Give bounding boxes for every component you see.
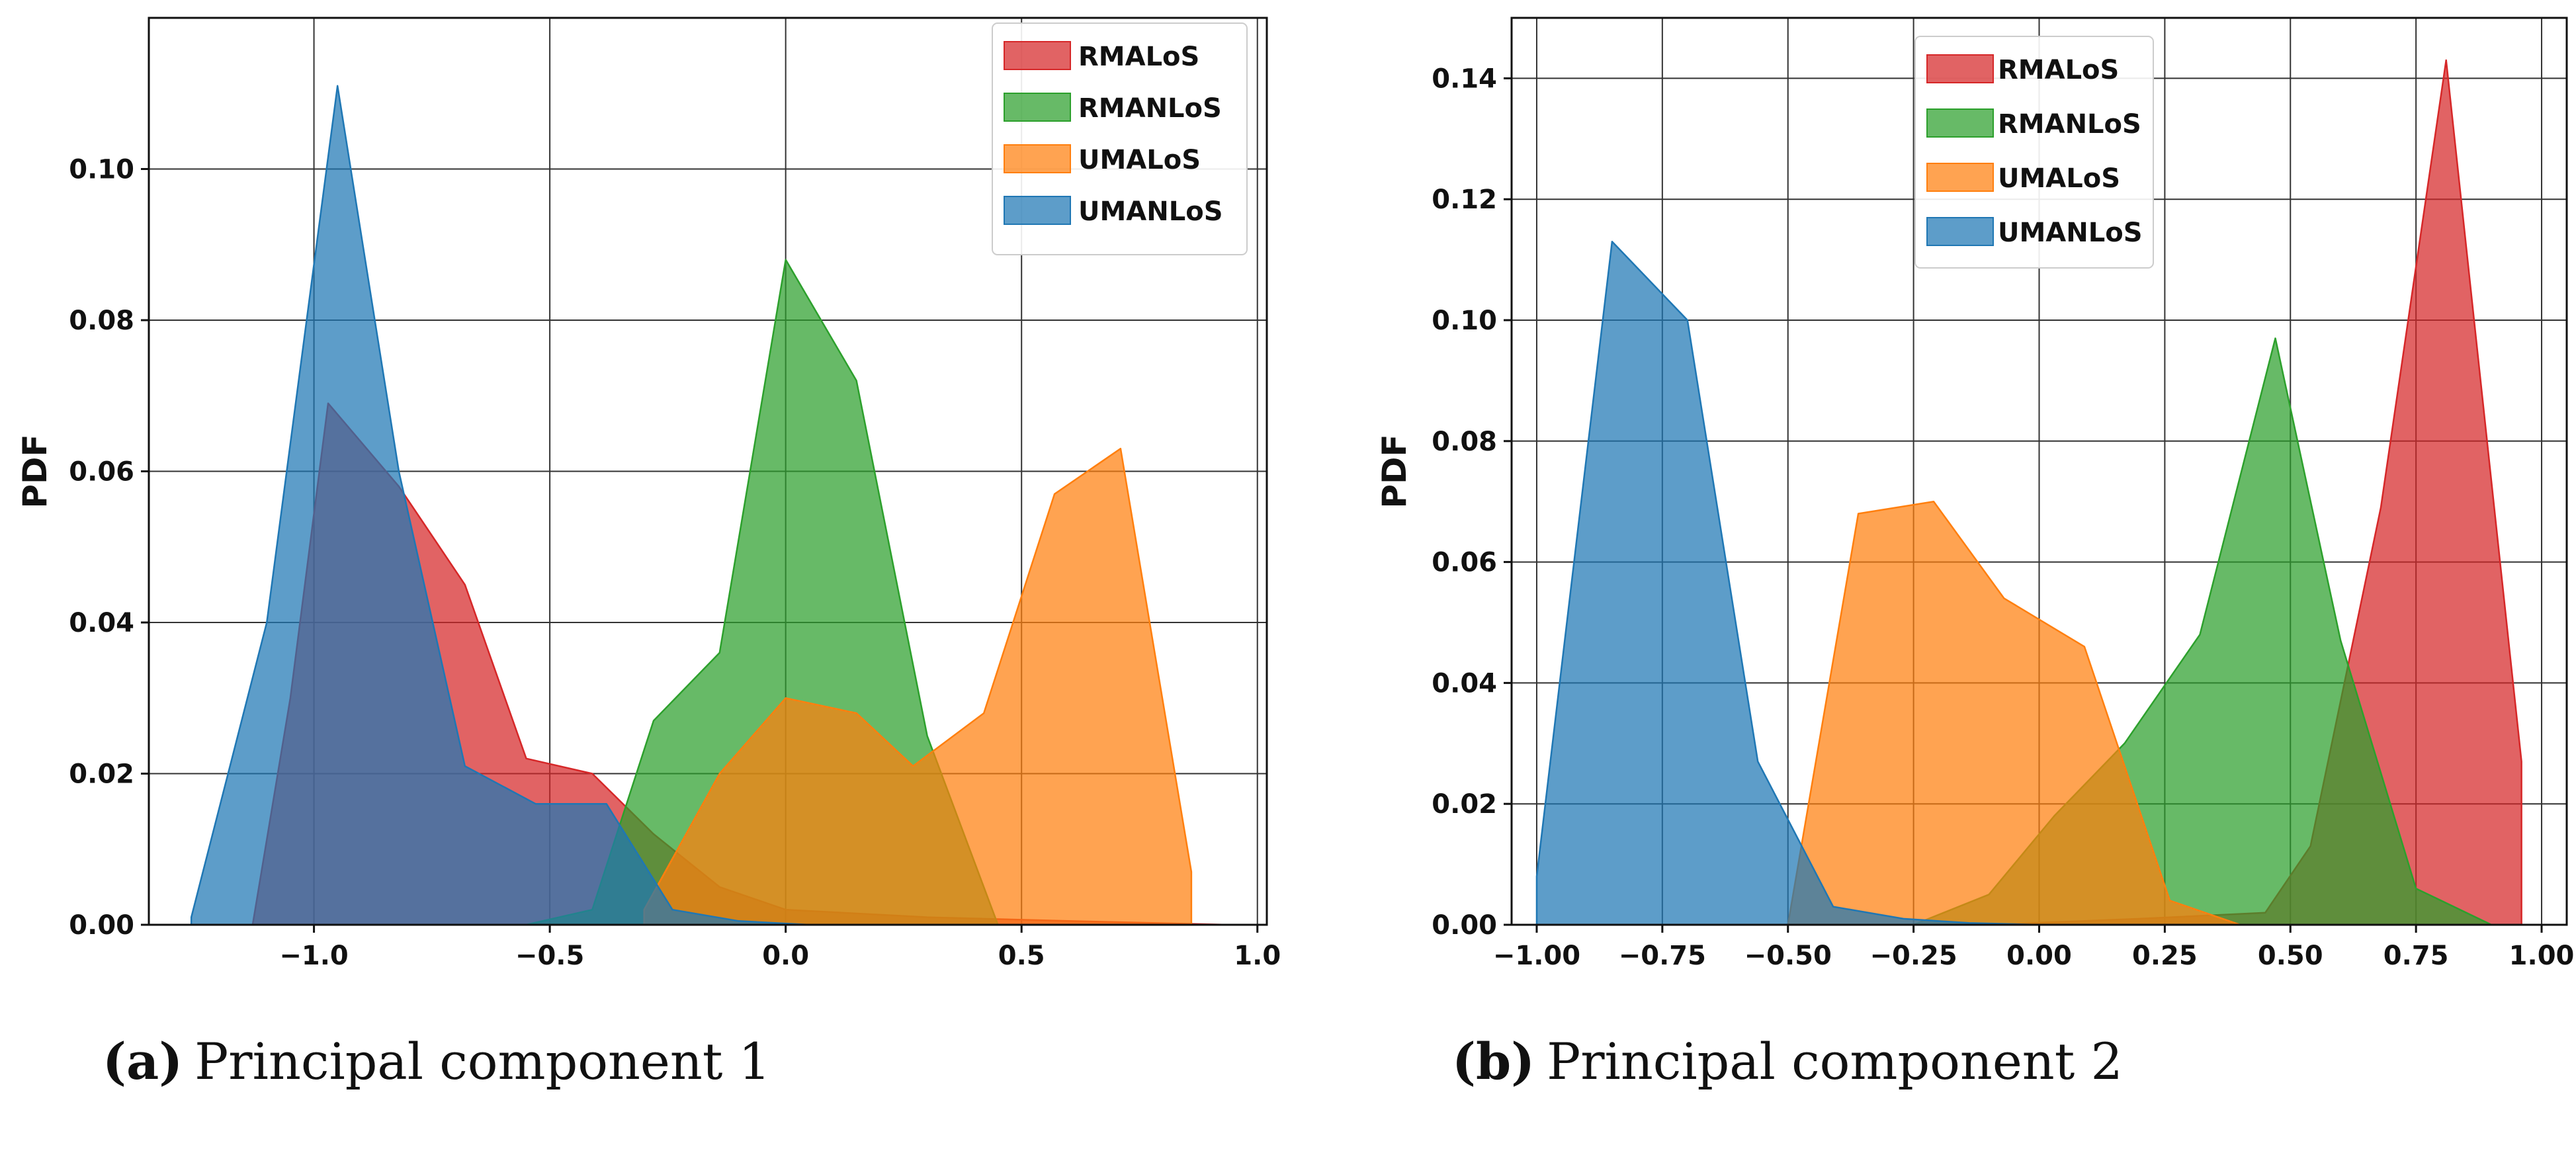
b-xtick-label-0: −1.00 (1493, 941, 1580, 971)
b-ytick-label-5: 0.10 (1432, 306, 1497, 336)
a-ytick-label-0: 0.00 (69, 910, 134, 941)
b-legend-label-rmalos: RMALoS (1998, 55, 2119, 85)
b-legend-label-umalos: UMALoS (1998, 163, 2120, 194)
a-xtick-label-3: 0.5 (998, 941, 1045, 971)
a-ylabel: PDF (16, 434, 54, 508)
a-ytick-label-2: 0.04 (69, 608, 134, 638)
b-legend-box (1914, 36, 2154, 269)
b-legend-swatch-rmalos (1926, 54, 1994, 83)
a-xtick-label-0: −1.0 (279, 941, 348, 971)
b-ytick-label-7: 0.14 (1432, 64, 1497, 94)
b-ytick-label-1: 0.02 (1432, 789, 1497, 820)
b-xtick-label-2: −0.50 (1744, 941, 1832, 971)
b-legend-swatch-umalos (1926, 163, 1994, 192)
caption-a: (a) Principal component 1 (103, 1032, 771, 1091)
a-legend-swatch-umanlos (1004, 196, 1071, 225)
b-xtick-label-7: 0.75 (2383, 941, 2449, 971)
b-ylabel: PDF (1375, 434, 1414, 508)
caption-a-text: Principal component 1 (194, 1032, 771, 1091)
a-legend-swatch-umalos (1004, 144, 1071, 173)
a-legend-label-umanlos: UMANLoS (1078, 196, 1223, 227)
a-legend: RMALoS RMANLoS UMALoS UMANLoS (992, 22, 1248, 255)
b-ytick-label-0: 0.00 (1432, 910, 1497, 941)
b-legend-swatch-rmanlos (1926, 108, 1994, 138)
a-xtick-label-1: −0.5 (515, 941, 584, 971)
a-legend-swatch-rmalos (1004, 41, 1071, 70)
b-legend-swatch-umanlos (1926, 217, 1994, 246)
b-ytick-label-6: 0.12 (1432, 185, 1497, 215)
b-ytick-label-3: 0.06 (1432, 548, 1497, 578)
b-ytick-label-2: 0.04 (1432, 668, 1497, 699)
a-ytick-label-1: 0.02 (69, 759, 134, 790)
b-series-umalos (1787, 500, 2241, 926)
b-legend-label-rmanlos: RMANLoS (1998, 109, 2141, 140)
b-xtick-label-3: −0.25 (1870, 941, 1957, 971)
b-ytick-label-4: 0.08 (1432, 427, 1497, 457)
a-ytick-label-5: 0.10 (69, 155, 134, 185)
a-xtick-label-2: 0.0 (762, 941, 809, 971)
a-legend-label-rmalos: RMALoS (1078, 42, 1199, 72)
caption-b: (b) Principal component 2 (1452, 1032, 2123, 1091)
a-series-umalos (643, 447, 1193, 926)
panel-b-chart: −1.00 −0.75 −0.50 −0.25 0.00 0.25 0.50 0.75 1.00… (1375, 17, 2575, 971)
a-legend-label-rmanlos: RMANLoS (1078, 93, 1222, 124)
b-xtick-label-8: 1.00 (2509, 941, 2575, 971)
a-legend-swatch-rmanlos (1004, 93, 1071, 122)
b-xtick-label-5: 0.25 (2132, 941, 2198, 971)
b-xtick-label-6: 0.50 (2258, 941, 2323, 971)
a-ytick-label-4: 0.08 (69, 306, 134, 336)
a-ytick-label-3: 0.06 (69, 457, 134, 488)
panel-a-chart: −1.0 −0.5 0.0 0.5 1.0 0.00 0.02 0.04 0.06 0.08 0.1… (16, 17, 1281, 971)
a-xtick-label-4: 1.0 (1234, 941, 1281, 971)
b-legend: RMALoS RMANLoS UMALoS UMANLoS (1914, 36, 2154, 269)
b-xtick-label-4: 0.00 (2006, 941, 2072, 971)
a-legend-label-umalos: UMALoS (1078, 145, 1201, 175)
a-series-umanlos (190, 85, 810, 926)
caption-b-tag: (b) (1452, 1032, 1535, 1091)
b-legend-label-umanlos: UMANLoS (1998, 218, 2143, 248)
caption-b-text: Principal component 2 (1547, 1032, 2123, 1091)
caption-a-tag: (a) (103, 1032, 183, 1091)
b-xtick-label-1: −0.75 (1619, 941, 1706, 971)
